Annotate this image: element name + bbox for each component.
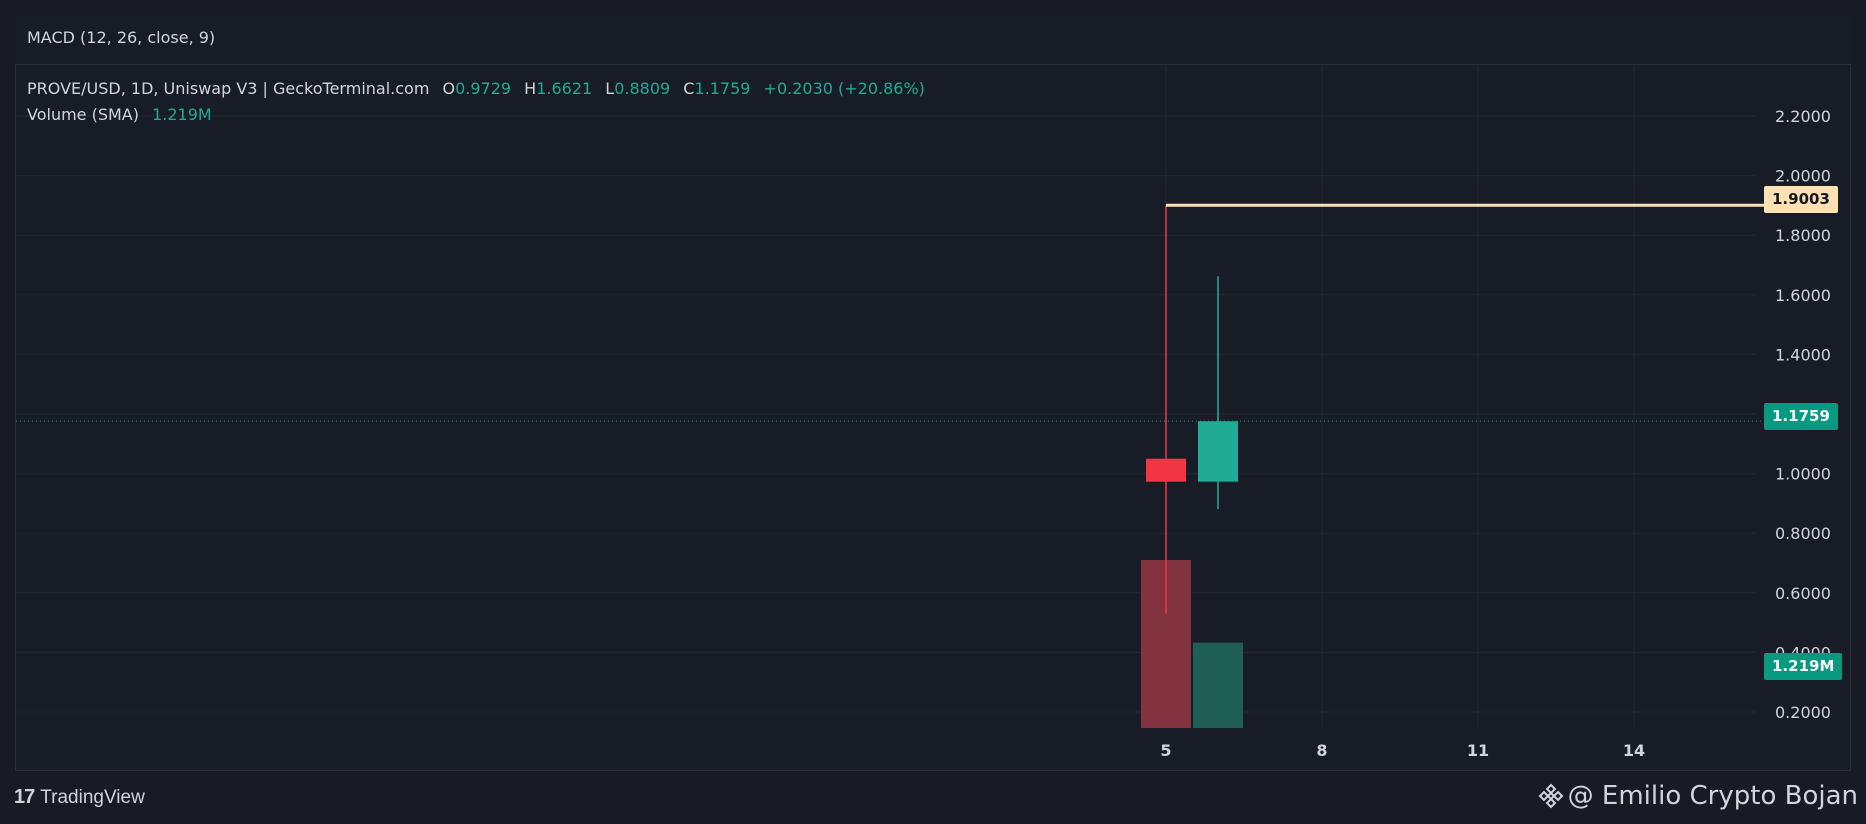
x-tick-label: 8 [1316,741,1327,760]
candles [1146,205,1238,614]
y-tick-label: 0.8000 [1775,524,1831,543]
binance-icon [1538,783,1564,809]
x-tick-label: 14 [1623,741,1645,760]
high-value: 1.6621 [536,79,593,98]
low-label: L [605,79,615,98]
price-chart[interactable]: 0.20000.40000.60000.80001.00001.20001.40… [0,0,1866,772]
y-tick-label: 1.6000 [1775,286,1831,305]
volume-price-label: 1.219M [1764,653,1843,680]
high-label: H [524,79,537,98]
tradingview-mark-icon: 17 [14,786,35,808]
macd-indicator-label[interactable]: MACD (12, 26, close, 9) [27,28,216,47]
volume-label[interactable]: Volume (SMA) [27,105,139,124]
y-tick-label: 1.4000 [1775,345,1831,364]
close-value: 1.1759 [694,79,751,98]
low-value: 0.8809 [614,79,671,98]
tradingview-brand: TradingView [40,786,145,808]
symbol-name[interactable]: PROVE/USD, 1D, Uniswap V3 | GeckoTermina… [27,79,430,98]
y-tick-label: 2.2000 [1775,107,1831,126]
watermark: @ Emilio Crypto Bojan [1538,781,1858,811]
open-label: O [442,79,456,98]
x-tick-label: 11 [1467,741,1489,760]
y-tick-label: 1.0000 [1775,465,1831,484]
y-tick-label: 0.2000 [1775,703,1831,722]
open-value: 0.9729 [455,79,512,98]
hline-price-label[interactable]: 1.9003 [1764,186,1838,213]
volume-value: 1.219M [152,105,212,124]
watermark-text: @ Emilio Crypto Bojan [1567,781,1858,811]
volume-bars [1141,560,1243,728]
close-label: C [683,79,695,98]
macd-pane-header[interactable] [15,15,1851,65]
change-value: +0.2030 (+20.86%) [763,79,925,98]
y-tick-label: 0.6000 [1775,584,1831,603]
tradingview-logo[interactable]: 17 TradingView [14,786,145,809]
x-tick-label: 5 [1160,741,1171,760]
horizontal-lines [16,203,1764,422]
volume-bar [1193,642,1243,728]
chart-frame [15,15,1851,771]
y-tick-label: 1.8000 [1775,226,1831,245]
y-tick-label: 2.0000 [1775,167,1831,186]
grid [16,66,1755,728]
symbol-legend[interactable]: PROVE/USD, 1D, Uniswap V3 | GeckoTermina… [27,79,925,98]
candle-body [1198,421,1238,482]
x-axis[interactable]: 5 8 11 14 [1160,741,1645,760]
volume-legend[interactable]: Volume (SMA) 1.219M [27,105,212,124]
candle-body [1146,458,1186,482]
last-price-label: 1.1759 [1764,403,1838,430]
